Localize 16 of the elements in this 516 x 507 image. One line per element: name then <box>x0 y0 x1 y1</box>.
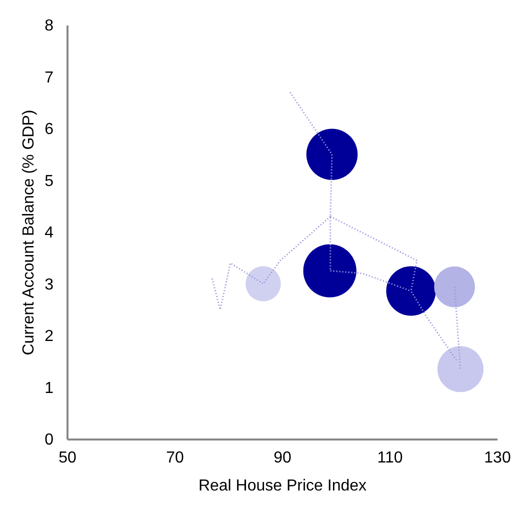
y-tick-label: 8 <box>44 18 54 34</box>
y-tick-label: 1 <box>44 380 54 397</box>
y-tick-label: 4 <box>44 224 54 242</box>
x-tick-label: 130 <box>484 450 511 466</box>
y-tick-label: 2 <box>44 328 54 345</box>
x-tick-label: 110 <box>377 450 403 466</box>
x-tick-label: 70 <box>166 450 184 466</box>
x-axis-title: Real House Price Index <box>198 478 367 494</box>
y-tick-label: 6 <box>44 121 54 138</box>
x-tick-label: 90 <box>274 450 292 466</box>
y-tick-label: 3 <box>44 276 54 294</box>
y-tick-label: 7 <box>44 69 54 86</box>
y-tick-label: 5 <box>44 172 54 190</box>
y-axis-title: Current Account Balance (% GDP) <box>20 110 38 356</box>
y-tick-label: 0 <box>44 432 54 448</box>
x-tick-label: 50 <box>58 450 76 466</box>
